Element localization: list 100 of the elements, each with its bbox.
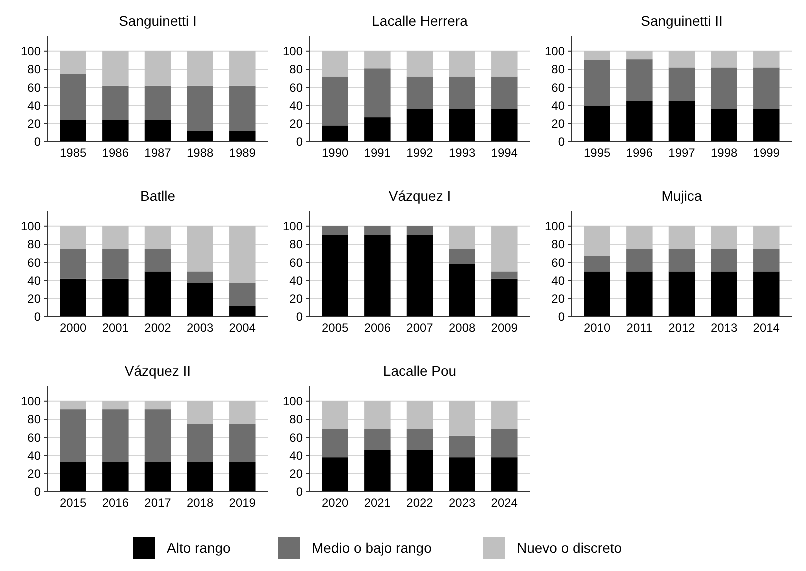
bar	[187, 86, 214, 132]
bar	[492, 278, 518, 317]
y-tick-label: 20	[290, 292, 304, 306]
y-tick-label: 0	[34, 310, 42, 324]
bar	[449, 109, 476, 142]
bar	[668, 226, 696, 250]
y-tick-label: 20	[552, 117, 566, 132]
y-tick-label: 80	[552, 238, 566, 252]
bar	[449, 436, 476, 458]
bar	[754, 249, 780, 272]
bar	[187, 226, 214, 272]
bar	[364, 429, 391, 450]
y-tick-label: 40	[290, 98, 304, 113]
y-tick-label: 60	[290, 256, 304, 270]
bar	[102, 278, 129, 317]
y-tick-label: 0	[34, 485, 42, 500]
bar	[102, 86, 129, 120]
y-tick-label: 40	[552, 98, 566, 113]
y-tick-label: 0	[558, 310, 566, 324]
bar	[406, 401, 434, 430]
bar	[60, 401, 86, 410]
x-tick-label: 2022	[406, 496, 434, 510]
x-tick-label: 2023	[448, 496, 476, 510]
bar	[364, 68, 391, 118]
y-tick-label: 40	[290, 448, 304, 463]
bar	[492, 272, 518, 279]
chart-title: Vázquez II	[124, 363, 192, 379]
chart-title: Sanguinetti II	[641, 13, 723, 29]
y-tick-label: 60	[290, 80, 304, 95]
bar	[230, 462, 256, 492]
y-tick-label: 0	[558, 135, 566, 150]
bar	[711, 249, 738, 272]
bar	[711, 109, 738, 142]
y-tick-label: 20	[290, 117, 304, 132]
bar	[711, 272, 738, 317]
bar	[584, 51, 610, 60]
bar	[449, 249, 476, 264]
y-tick-label: 80	[552, 62, 566, 77]
x-tick-label: 2006	[364, 321, 392, 335]
x-tick-label: 2000	[60, 321, 88, 335]
y-tick-label: 60	[28, 256, 42, 270]
bar	[364, 235, 391, 317]
x-tick-label: 1988	[186, 146, 214, 160]
bar	[626, 249, 653, 272]
y-tick-label: 20	[28, 292, 42, 306]
bar	[60, 278, 86, 317]
y-tick-label: 20	[28, 467, 42, 482]
x-tick-label: 2013	[710, 321, 738, 335]
bar	[492, 226, 518, 272]
bar	[187, 462, 214, 492]
bar	[102, 226, 129, 250]
y-tick-label: 100	[20, 394, 42, 409]
bar	[668, 272, 696, 317]
bar	[492, 401, 518, 430]
bar	[449, 401, 476, 436]
bar	[322, 401, 348, 430]
bar	[322, 76, 348, 126]
bar	[626, 226, 653, 250]
x-tick-label: 1987	[144, 146, 172, 160]
x-tick-label: 2001	[102, 321, 130, 335]
bar	[492, 458, 518, 492]
y-tick-label: 80	[290, 62, 304, 77]
y-tick-label: 40	[290, 274, 304, 288]
bar	[102, 51, 129, 86]
bar	[144, 249, 172, 272]
y-tick-label: 80	[290, 238, 304, 252]
x-tick-label: 2012	[668, 321, 696, 335]
bar	[230, 401, 256, 424]
y-tick-label: 80	[28, 238, 42, 252]
bar	[754, 226, 780, 250]
x-tick-label: 2008	[448, 321, 476, 335]
bar	[406, 226, 434, 236]
bar	[584, 272, 610, 317]
bar	[492, 51, 518, 77]
bar	[230, 51, 256, 86]
bar	[406, 450, 434, 492]
bar	[406, 109, 434, 142]
bar	[322, 458, 348, 492]
y-tick-label: 0	[296, 485, 304, 500]
bar	[102, 249, 129, 279]
bar	[492, 109, 518, 142]
x-tick-label: 1995	[584, 146, 612, 160]
y-tick-label: 20	[552, 292, 566, 306]
chart-title: Mujica	[662, 188, 702, 204]
bar	[102, 462, 129, 492]
x-tick-label: 1990	[322, 146, 350, 160]
x-tick-label: 1985	[60, 146, 88, 160]
bar	[406, 235, 434, 317]
bar	[626, 51, 653, 60]
bar	[60, 249, 86, 279]
bar	[364, 51, 391, 69]
bar	[492, 429, 518, 458]
x-tick-label: 2024	[491, 496, 518, 510]
bar	[60, 51, 86, 74]
legend-label: Medio o bajo rango	[312, 540, 432, 556]
bar	[230, 306, 256, 317]
y-tick-label: 0	[296, 135, 304, 150]
bar	[322, 429, 348, 458]
bar	[711, 226, 738, 250]
bar	[230, 86, 256, 132]
